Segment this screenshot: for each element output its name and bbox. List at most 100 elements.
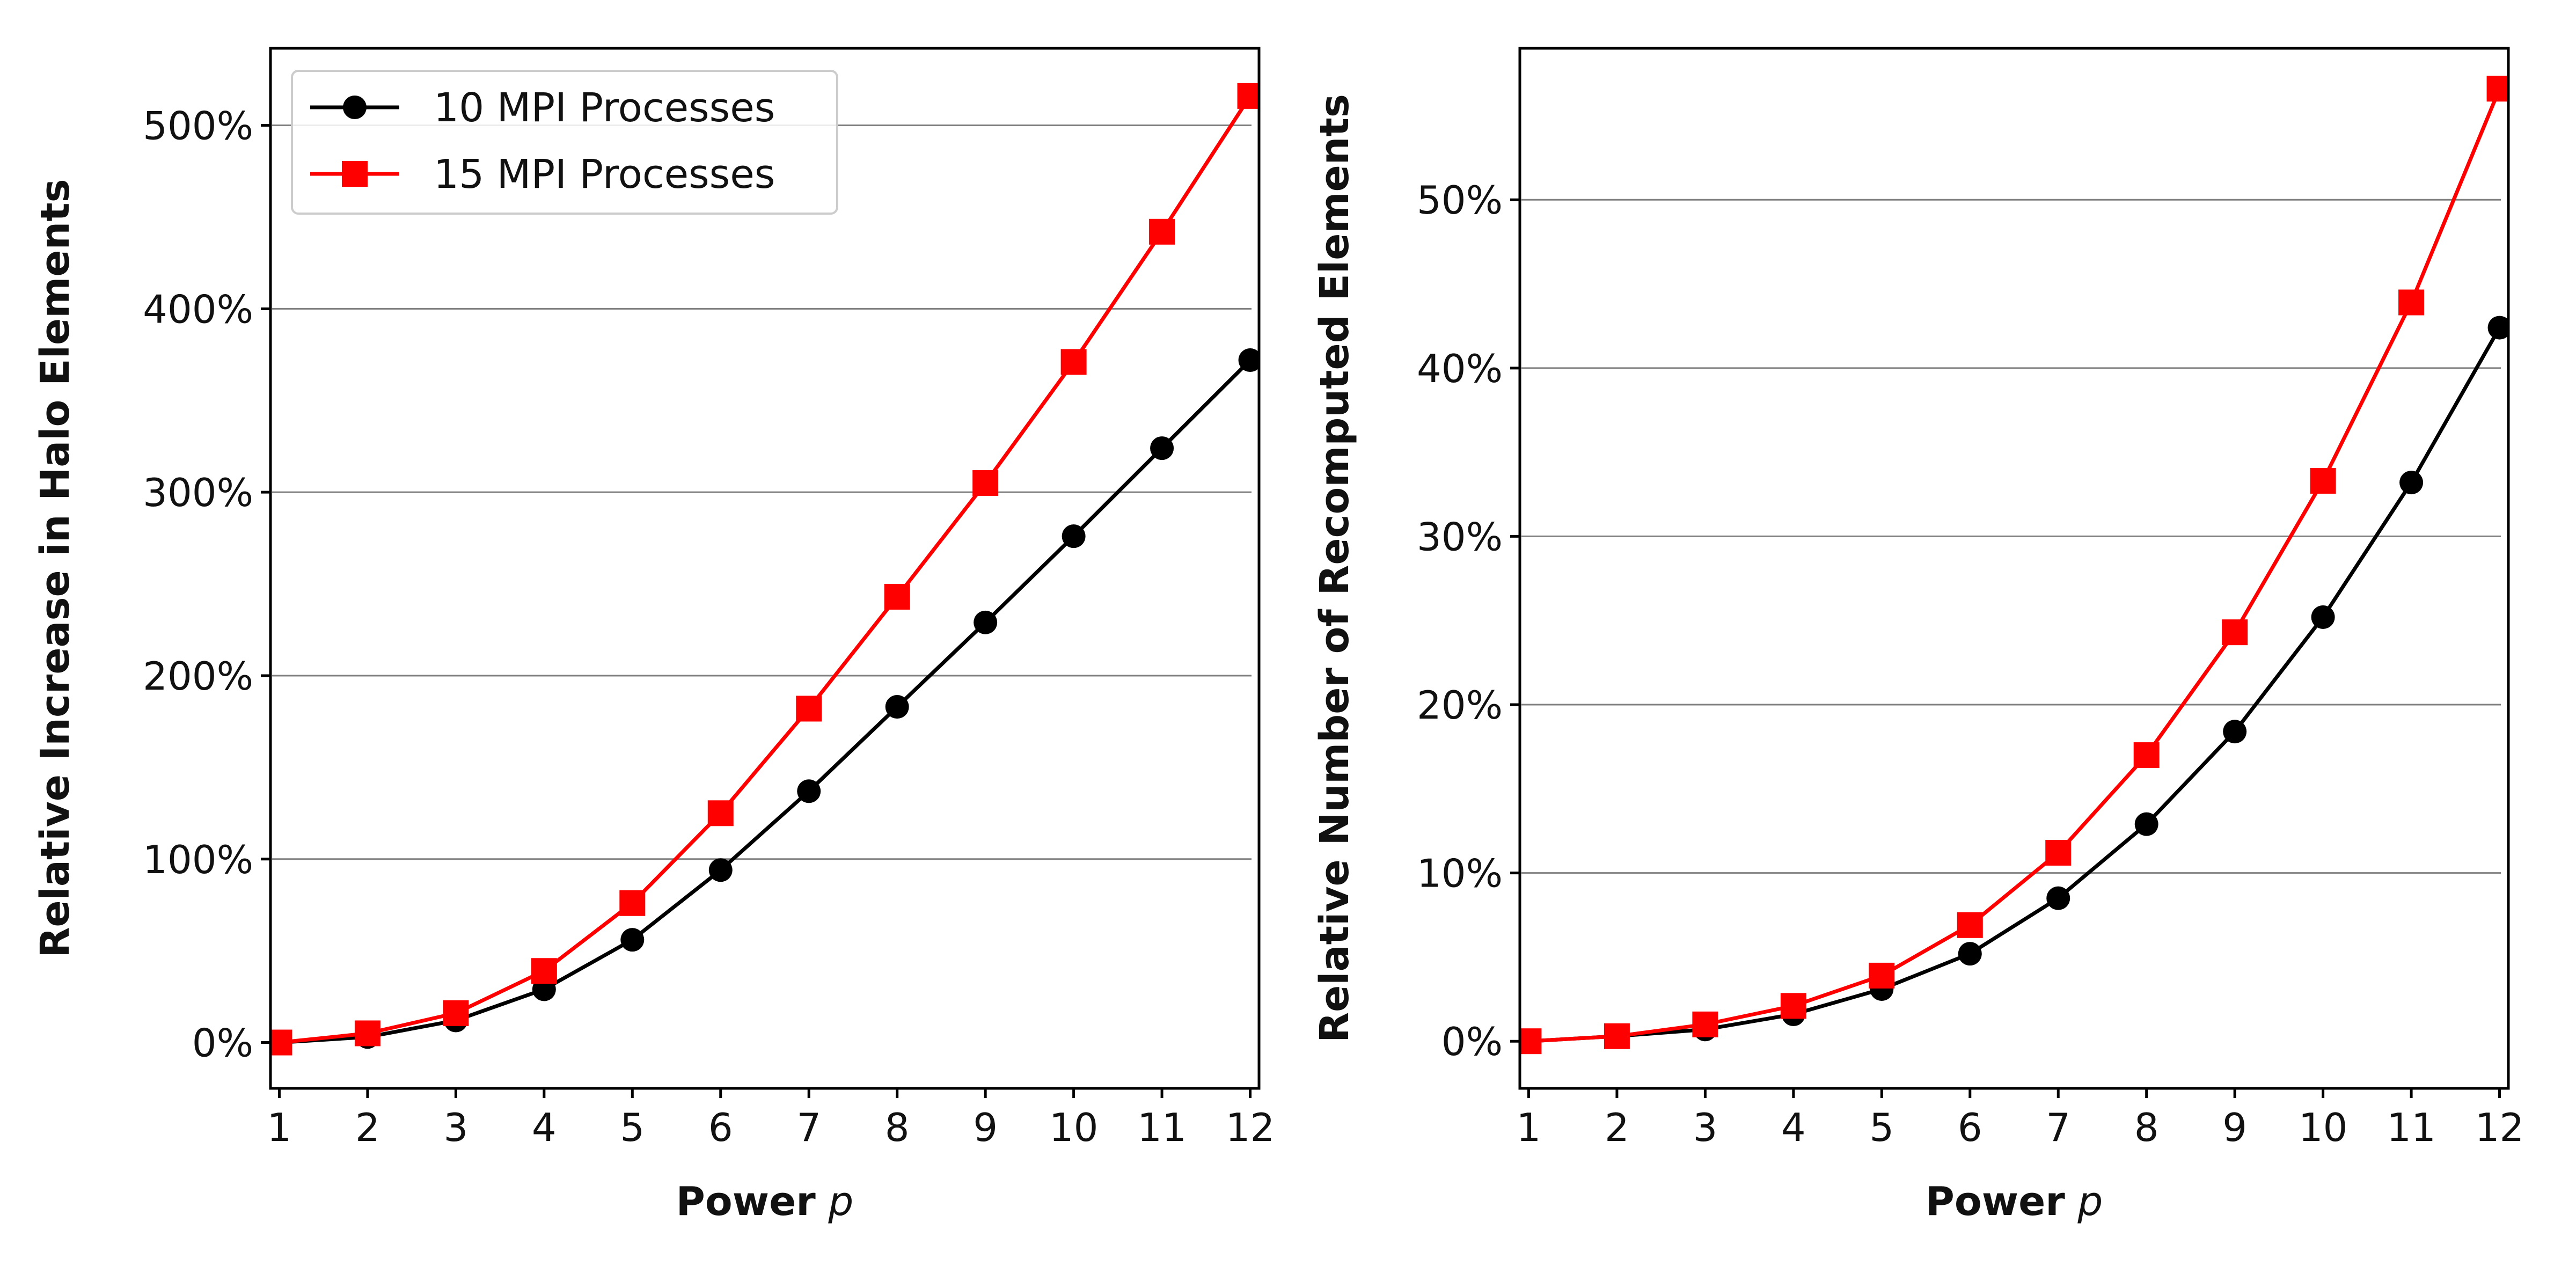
y-tick-label: 500% xyxy=(143,104,253,149)
data-point xyxy=(884,583,910,610)
data-point xyxy=(797,779,821,803)
x-tick-label: 9 xyxy=(973,1105,998,1150)
x-axis-label-text: Power xyxy=(1926,1179,2066,1225)
y-axis-label: Relative Increase in Halo Elements xyxy=(32,179,78,957)
x-axis-label-variable: p xyxy=(828,1179,853,1225)
y-tick-label: 0% xyxy=(192,1021,253,1066)
x-tick-label: 4 xyxy=(532,1105,557,1150)
data-point xyxy=(619,890,646,916)
chart-panel-1: 0%100%200%300%400%500%1 2 3 4 5 6 7 8 9 10 11 12Pow… xyxy=(32,47,1275,1225)
data-point xyxy=(2310,467,2336,494)
y-tick-label: 0% xyxy=(1441,1019,1503,1064)
series-line xyxy=(279,358,1252,1045)
x-tick-label: 9 xyxy=(2222,1105,2247,1150)
series-2 xyxy=(270,83,1259,1056)
x-tick-label: 1 xyxy=(267,1105,292,1150)
axes-frame xyxy=(1518,47,2510,1090)
x-tick-label: 5 xyxy=(1869,1105,1894,1150)
y-tick-label: 40% xyxy=(1417,346,1503,391)
data-point xyxy=(531,958,557,984)
x-tick-label: 8 xyxy=(2134,1105,2159,1150)
data-point xyxy=(2045,839,2072,866)
x-tick-label: 2 xyxy=(1605,1105,1629,1150)
y-tick-label: 300% xyxy=(143,470,253,515)
x-tick-label: 3 xyxy=(443,1105,468,1150)
data-point xyxy=(885,695,909,719)
series-1 xyxy=(1520,316,2508,1053)
data-point xyxy=(1520,1028,1542,1055)
data-point xyxy=(708,858,733,882)
data-point xyxy=(1780,993,1806,1019)
data-point xyxy=(1692,1011,1718,1037)
data-point xyxy=(620,928,645,952)
x-axis-label-variable: p xyxy=(2077,1179,2103,1225)
data-point xyxy=(2487,316,2508,340)
data-point xyxy=(270,1029,292,1056)
x-axis-label-text: Power xyxy=(676,1179,816,1225)
x-tick-label: 4 xyxy=(1781,1105,1806,1150)
data-point xyxy=(1062,524,1086,548)
legend-label: 10 MPI Processes xyxy=(434,85,775,131)
y-tick-label: 400% xyxy=(143,287,253,332)
series-1 xyxy=(270,348,1259,1055)
series-line xyxy=(1528,87,2501,1043)
legend-marker xyxy=(342,161,368,187)
x-tick-label: 10 xyxy=(1049,1105,1099,1150)
data-point xyxy=(2134,812,2158,836)
data-point xyxy=(2398,289,2425,316)
x-axis-label-space xyxy=(2065,1179,2078,1225)
data-point xyxy=(1604,1023,1630,1049)
axes-frame xyxy=(269,47,1261,1090)
data-point xyxy=(1957,912,1983,938)
data-point xyxy=(2486,76,2508,102)
x-tick-label: 10 xyxy=(2299,1105,2348,1150)
legend-label: 15 MPI Processes xyxy=(434,151,775,197)
data-point xyxy=(2399,471,2424,495)
data-point xyxy=(443,1000,469,1026)
y-tick-label: 30% xyxy=(1417,514,1503,559)
data-point xyxy=(1238,348,1259,372)
data-point xyxy=(707,800,734,826)
x-tick-label: 1 xyxy=(1517,1105,1541,1150)
data-point xyxy=(974,610,998,634)
data-point xyxy=(1869,962,1895,989)
x-tick-label: 8 xyxy=(885,1105,910,1150)
series-line xyxy=(279,94,1252,1045)
y-tick-label: 50% xyxy=(1417,178,1503,223)
series-line xyxy=(1528,326,2501,1043)
series-2 xyxy=(1520,76,2508,1055)
x-tick-label: 12 xyxy=(2475,1105,2524,1150)
data-point xyxy=(1150,436,1174,460)
legend-item-2: 15 MPI Processes xyxy=(310,151,775,197)
data-point xyxy=(354,1020,380,1046)
x-tick-label: 6 xyxy=(1958,1105,1982,1150)
x-tick-label: 12 xyxy=(1226,1105,1275,1150)
x-tick-label: 6 xyxy=(708,1105,733,1150)
data-point xyxy=(2311,605,2335,629)
data-point xyxy=(2133,742,2160,769)
data-point xyxy=(2223,720,2247,744)
y-axis-label: Relative Number of Recomputed Elements xyxy=(1312,94,1358,1043)
y-tick-label: 200% xyxy=(143,654,253,699)
legend-marker xyxy=(343,96,367,119)
x-axis-label-space xyxy=(816,1179,829,1225)
data-point xyxy=(1060,349,1087,375)
x-tick-label: 7 xyxy=(796,1105,821,1150)
data-point xyxy=(1958,942,1982,966)
y-tick-label: 20% xyxy=(1417,683,1503,728)
data-point xyxy=(2222,619,2248,646)
y-tick-label: 10% xyxy=(1417,851,1503,896)
legend-item-1: 10 MPI Processes xyxy=(310,85,775,131)
legend: 10 MPI Processes 15 MPI Processes xyxy=(291,70,838,215)
x-tick-label: 7 xyxy=(2046,1105,2070,1150)
x-tick-label: 3 xyxy=(1693,1105,1717,1150)
data-point xyxy=(1237,83,1259,109)
x-axis-label: Power p xyxy=(676,1179,854,1225)
data-point xyxy=(2046,886,2070,910)
x-tick-label: 11 xyxy=(2387,1105,2436,1150)
x-tick-label: 5 xyxy=(620,1105,645,1150)
x-tick-label: 2 xyxy=(355,1105,380,1150)
data-point xyxy=(796,696,822,722)
